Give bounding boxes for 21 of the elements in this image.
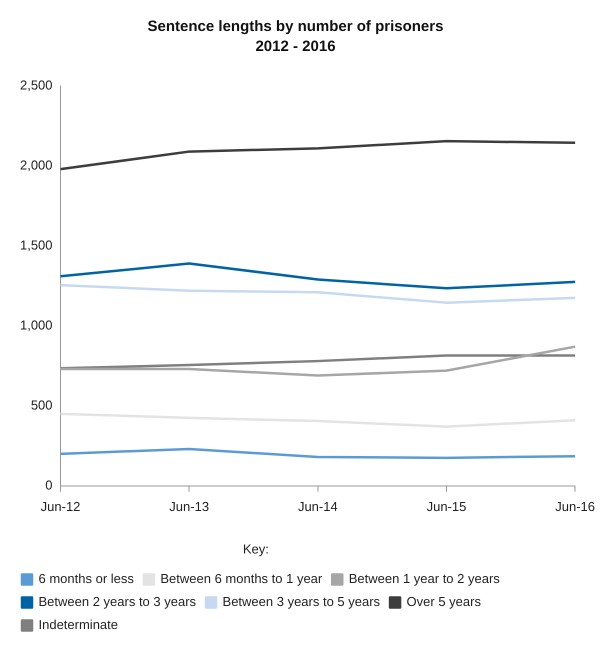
- y-tick-label: 500: [30, 397, 53, 412]
- x-tick-label: Jun-12: [40, 499, 80, 514]
- legend-label: Between 1 year to 2 years: [348, 571, 500, 586]
- y-tick-label: 2,000: [20, 158, 53, 173]
- legend-label: Between 6 months to 1 year: [160, 571, 323, 586]
- legend-label: Between 2 years to 3 years: [38, 594, 197, 610]
- chart-title: Sentence lengths by number of prisoners: [148, 18, 444, 36]
- legend-label: 6 months or less: [38, 571, 134, 586]
- chart-subtitle: 2012 - 2016: [255, 38, 336, 56]
- x-tick-label: Jun-14: [298, 499, 338, 514]
- x-tick-label: Jun-15: [426, 499, 466, 514]
- y-tick-label: 0: [45, 477, 53, 492]
- x-tick-label: Jun-16: [555, 499, 595, 514]
- legend-label: Indeterminate: [38, 617, 118, 632]
- y-tick-label: 1,000: [20, 317, 53, 332]
- legend-label: Over 5 years: [406, 594, 482, 610]
- y-tick-label: 2,500: [20, 78, 53, 93]
- legend-title: Key:: [242, 541, 269, 556]
- y-tick-label: 1,500: [20, 238, 53, 252]
- legend-label: Between 3 years to 5 years: [222, 594, 381, 610]
- x-tick-label: Jun-13: [169, 499, 210, 514]
